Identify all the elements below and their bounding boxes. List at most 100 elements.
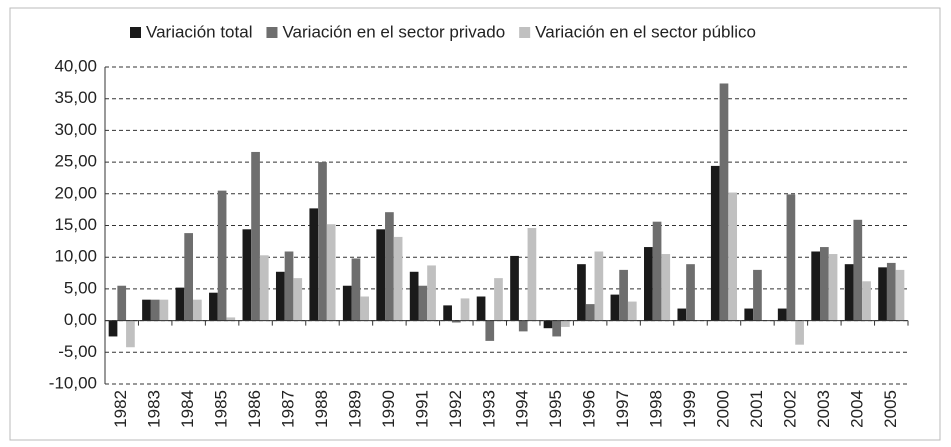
bar [342,285,352,321]
bar [309,208,319,321]
bar [284,251,294,321]
bar [175,287,185,321]
x-tick-label: 1988 [312,390,331,428]
bar [543,320,553,329]
bar [409,271,419,321]
x-tick-label: 1986 [245,390,264,428]
bar [159,299,169,321]
bar [150,299,160,321]
bar [451,320,461,323]
y-tick-label: -5,00 [58,342,97,361]
bar [886,262,896,321]
x-tick-label: 1991 [412,390,431,428]
bar [126,320,135,348]
legend-swatch [130,27,141,38]
bar [351,258,361,321]
bar [686,264,695,321]
bar [259,255,269,321]
x-tick-label: 1989 [345,390,364,428]
x-tick-label: 2004 [847,390,866,428]
legend: Variación total Variación en el sector pr… [130,22,756,41]
bar [485,320,495,341]
y-tick-label: 5,00 [64,278,97,297]
bar [142,299,151,321]
bar [895,269,905,321]
x-tick-label: 2000 [713,390,732,428]
bar [820,247,829,321]
y-tick-label: 40,00 [54,56,97,75]
x-tick-label: 1997 [613,390,632,428]
bar [518,320,528,332]
bar [393,236,403,321]
x-tick-label: 1998 [647,390,666,428]
y-tick-label: -10,00 [49,373,97,392]
bar [251,151,260,321]
y-tick-label: 25,00 [54,152,97,171]
bar [242,229,252,321]
y-tick-label: 20,00 [54,183,97,202]
bar [108,320,118,337]
bar [561,320,570,327]
bar [385,212,394,321]
x-tick-label: 1999 [680,390,699,428]
bar [510,255,519,321]
bar [719,83,729,321]
x-tick-label: 1995 [546,390,565,428]
bar [460,298,470,321]
legend-label: Variación en el sector público [535,22,756,41]
x-tick-label: 1992 [446,390,465,428]
bar [209,292,218,321]
bar [828,254,838,321]
x-tick-label: 1985 [212,390,231,428]
x-tick-label: 1994 [513,390,532,428]
bar [427,265,436,321]
bar [644,247,653,321]
bar [418,285,428,321]
bar [443,305,452,321]
legend-label: Variación en el sector privado [282,22,505,41]
bar [853,219,863,321]
bar [585,304,595,321]
bar [811,251,821,321]
bar [476,296,486,321]
bar [552,320,562,337]
bar [677,308,687,321]
y-tick-label: 15,00 [54,215,97,234]
x-tick-label: 1990 [379,390,398,428]
bar [878,267,887,321]
bar [627,301,637,321]
bar [777,308,787,321]
bar [661,254,671,321]
bar [275,271,285,321]
x-tick-label: 1982 [111,390,130,428]
x-tick-label: 2003 [814,390,833,428]
bar [710,165,720,321]
x-tick-label: 1996 [580,390,599,428]
bar [494,278,503,321]
y-tick-label: 10,00 [54,247,97,266]
y-tick-label: 30,00 [54,120,97,139]
legend-label: Variación total [146,22,252,41]
x-tick-label: 2001 [747,390,766,428]
bar [728,192,738,321]
bar [795,320,804,345]
bar [293,278,303,321]
bar [318,162,327,321]
bar [226,317,236,321]
bar [594,251,604,321]
x-tick-label: 2002 [780,390,799,428]
bar [326,224,336,321]
bar [862,281,871,321]
bar [376,229,386,321]
bar [610,294,620,321]
bar [217,190,227,321]
bar [652,221,662,321]
y-tick-label: 0,00 [64,310,97,329]
bar [192,299,202,321]
bar [619,269,628,321]
legend-swatch [519,27,531,38]
bar [527,228,537,321]
x-tick-label: 2005 [881,390,900,428]
bar [360,296,369,321]
